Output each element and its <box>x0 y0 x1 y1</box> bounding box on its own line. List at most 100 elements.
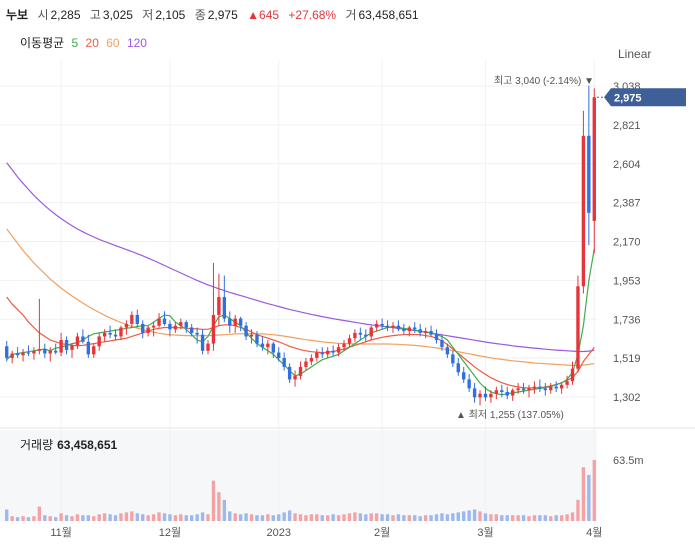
volume-bar <box>456 512 460 521</box>
candle-body <box>326 350 330 355</box>
candle-body <box>53 350 58 353</box>
scale-toggle-button[interactable]: Linear <box>618 47 652 61</box>
candle <box>5 340 9 362</box>
candle <box>157 313 161 328</box>
candle-body <box>380 323 384 326</box>
candle-body <box>119 327 123 337</box>
change-percent: +27.68% <box>288 8 337 22</box>
ma-120-label[interactable]: 120 <box>126 36 147 50</box>
volume-bar <box>380 514 384 521</box>
volume-bar <box>64 515 69 521</box>
candle-body <box>315 352 319 358</box>
volume-bar <box>549 516 553 521</box>
volume-bar <box>581 467 586 521</box>
volume-bar <box>320 515 324 521</box>
volume-bar <box>119 513 123 521</box>
candle-body <box>200 334 205 351</box>
candle-body <box>146 327 150 333</box>
candle-body <box>10 353 14 358</box>
candle-body <box>282 357 286 367</box>
candle <box>472 383 477 403</box>
candle-body <box>211 314 216 344</box>
candle <box>402 323 406 335</box>
candle <box>521 383 526 394</box>
volume-bar <box>500 515 504 521</box>
candle <box>494 386 499 400</box>
candle <box>369 325 373 341</box>
volume-bar <box>472 509 477 521</box>
candle-body <box>168 323 172 330</box>
ma-120-line <box>6 162 595 353</box>
candle <box>358 327 363 341</box>
candle-body <box>26 352 31 354</box>
volume-bar <box>168 514 172 521</box>
candle-body <box>309 357 314 362</box>
candle <box>244 322 248 341</box>
x-tick-label: 2023 <box>266 527 290 539</box>
volume-value: 63,458,651 <box>358 8 419 22</box>
volume-bar <box>266 514 270 521</box>
volume-bar <box>5 509 9 521</box>
candle-body <box>179 322 183 326</box>
ma-20-label[interactable]: 20 <box>85 36 99 50</box>
candle <box>124 320 129 335</box>
candle <box>342 340 346 351</box>
candle <box>102 329 107 342</box>
candle-body <box>5 346 9 358</box>
y-tick-label: 1,302 <box>613 392 641 404</box>
candle-body <box>206 343 210 351</box>
candle-body <box>587 135 591 213</box>
volume-bar <box>222 499 227 521</box>
volume-bar <box>336 515 341 521</box>
volume-panel-value: 63,458,651 <box>57 438 118 452</box>
candle <box>581 110 586 294</box>
candle <box>391 322 395 333</box>
volume-bar <box>315 514 319 521</box>
high-annotation: 최고 3,040 (-2.14%) ▼ <box>494 75 594 87</box>
candle-body <box>238 318 243 326</box>
candle <box>320 347 324 358</box>
candle-body <box>48 350 52 354</box>
y-tick-label: 1,736 <box>613 314 641 326</box>
volume-bar <box>391 515 395 521</box>
y-tick-label: 2,170 <box>613 237 641 249</box>
candle-body <box>173 325 178 330</box>
volume-bar <box>369 513 373 521</box>
volume-bar <box>32 516 36 521</box>
candle-body <box>445 347 450 355</box>
volume-bar <box>467 510 471 521</box>
candle <box>467 374 471 392</box>
candle <box>538 379 542 392</box>
candle-body <box>15 353 20 356</box>
volume-bar <box>483 513 488 521</box>
high-label: 고 <box>89 8 101 22</box>
candle <box>238 316 243 332</box>
candle <box>423 327 428 339</box>
volume-bar <box>244 513 248 521</box>
volume-bar <box>70 516 74 521</box>
volume-bar <box>211 480 216 521</box>
candle <box>21 348 25 362</box>
close-label: 종 <box>194 8 206 22</box>
candle <box>440 334 444 351</box>
candle-body <box>222 297 227 319</box>
low-value: 2,105 <box>155 8 186 22</box>
candle-body <box>342 343 346 348</box>
ma-5-label[interactable]: 5 <box>71 36 79 50</box>
change-arrow-icon: ▲ <box>247 8 260 22</box>
volume-bar <box>102 513 107 521</box>
ma-60-label[interactable]: 60 <box>106 36 120 50</box>
candle <box>336 343 341 357</box>
volume-bar <box>151 514 156 521</box>
candle <box>135 309 139 328</box>
candle-body <box>195 332 199 335</box>
candle-body <box>255 334 259 344</box>
candle-body <box>434 334 439 341</box>
candle <box>168 320 172 337</box>
close-value: 2,975 <box>207 8 238 22</box>
candle-body <box>353 332 357 339</box>
candle-body <box>494 390 499 394</box>
candle-body <box>554 386 558 389</box>
candle <box>228 311 232 333</box>
